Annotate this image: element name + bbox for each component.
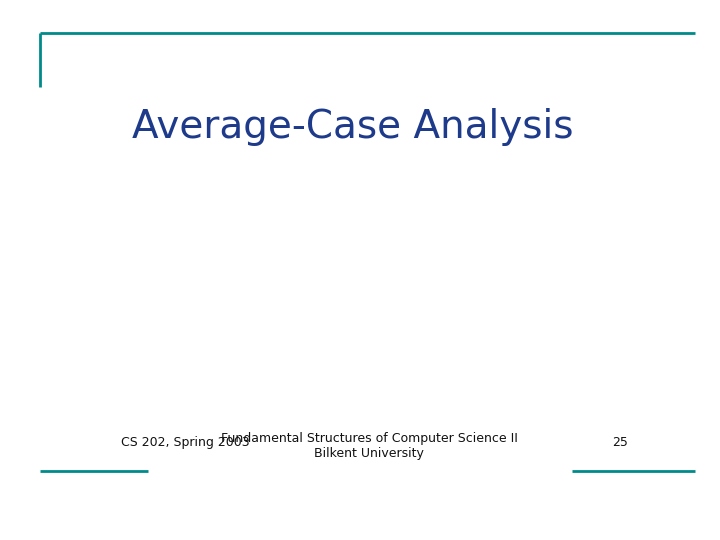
Text: Fundamental Structures of Computer Science II
Bilkent University: Fundamental Structures of Computer Scien… <box>220 431 518 460</box>
Text: Average-Case Analysis: Average-Case Analysis <box>132 109 573 146</box>
Text: 25: 25 <box>613 436 629 449</box>
Text: CS 202, Spring 2003: CS 202, Spring 2003 <box>121 436 249 449</box>
